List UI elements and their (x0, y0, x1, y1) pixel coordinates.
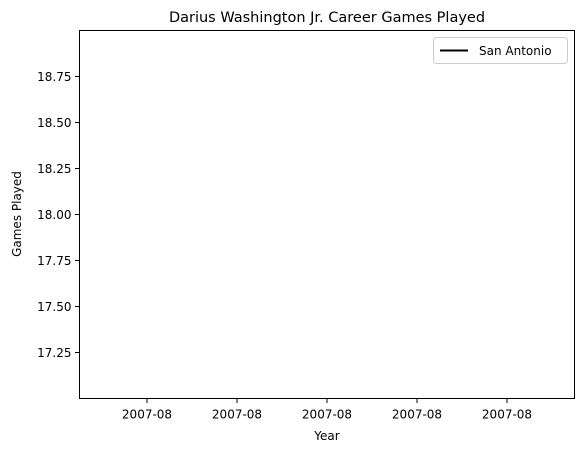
legend-label-san-antonio: San Antonio (479, 44, 552, 58)
x-tick-label: 2007-08 (212, 408, 262, 422)
y-tick-label: 18.00 (37, 208, 71, 222)
y-tick-label: 17.75 (37, 254, 71, 268)
y-tick-label: 17.25 (37, 346, 71, 360)
chart-title: Darius Washington Jr. Career Games Playe… (169, 10, 485, 26)
y-tick-label: 18.75 (37, 70, 71, 84)
y-axis-label: Games Played (10, 171, 24, 257)
y-tick-label: 18.25 (37, 162, 71, 176)
x-tick-label: 2007-08 (482, 408, 532, 422)
legend: San Antonio (434, 38, 568, 64)
x-tick-label: 2007-08 (122, 408, 172, 422)
x-axis-label: Year (313, 429, 339, 443)
x-tick-label: 2007-08 (302, 408, 352, 422)
x-tick-label: 2007-08 (392, 408, 442, 422)
y-tick-label: 17.50 (37, 300, 71, 314)
plot-area (80, 31, 575, 399)
y-tick-label: 18.50 (37, 116, 71, 130)
